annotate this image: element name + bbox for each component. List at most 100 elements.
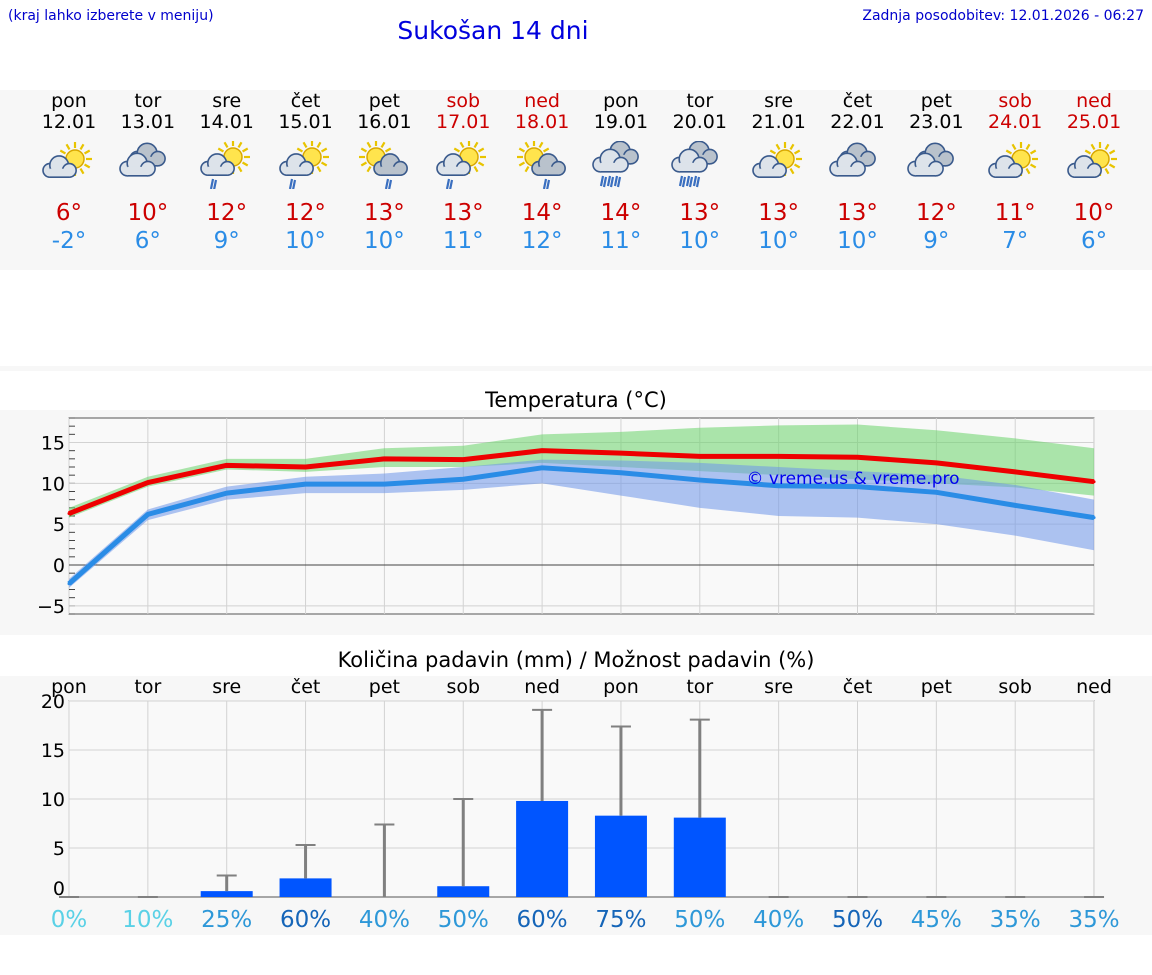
precipitation-probability: 45% [911,907,962,933]
data-point [1092,480,1096,484]
raindrop [291,179,296,189]
sun-ray [789,143,795,151]
max-temperature: 13° [679,200,721,226]
y-tick-label: 5 [53,514,65,536]
day-date: 16.01 [357,111,412,133]
raindrop [385,178,390,189]
max-temperature: 13° [758,200,800,226]
max-temperature: 13° [442,200,484,226]
max-temperature: 11° [994,200,1036,226]
sun-ray [223,141,229,149]
max-temperature-line [68,448,1095,516]
raindrop [606,175,612,187]
day-date: 24.01 [987,111,1043,133]
sun-ray [361,147,368,153]
sun-ray [1025,143,1031,151]
y-tick-label: 15 [41,740,65,762]
sun-ray [1090,143,1096,151]
precipitation-probability: 35% [990,907,1041,933]
day-date: 17.01 [436,111,491,133]
day-forecast: ned 25.01 10° 6° [1054,90,1134,255]
day-label: sob [998,676,1032,698]
sun-ray [789,167,795,175]
sun-ray [79,143,85,151]
min-temperature: -2° [51,228,87,254]
precipitation-chart-title: Količina padavin (mm) / Možnost padavin … [337,648,815,672]
day-forecast: sob 17.01 13° 11° [423,90,503,255]
data-point [225,491,229,495]
day-name: pet [920,90,952,112]
raindrop [695,176,700,188]
data-point [382,482,386,486]
precipitation-bar [516,800,569,897]
sun-ray [302,141,307,149]
min-temperature: 9° [923,228,950,254]
sun-ray [1030,163,1037,169]
raindrop [288,178,293,189]
cloud [278,153,314,177]
raindrop [209,178,214,189]
sun-ray [59,149,67,155]
heavy-rain-icon [592,141,639,188]
y-tick-label: −5 [37,596,65,618]
temperature-chart-title: Temperatura (°C) [485,388,667,412]
day-name: ned [524,90,560,112]
data-point [461,458,465,462]
raindrop [546,179,551,189]
day-label: tor [134,676,161,698]
raindrop [609,176,615,188]
day-forecast: sre 14.01 12° 9° [187,90,267,255]
precipitation-bar [594,815,647,897]
data-point [1092,516,1096,520]
y-tick-label: 5 [53,838,65,860]
partly-cloudy-icon [988,142,1039,179]
raindrop [599,175,605,187]
data-point [382,457,386,461]
max-temperature: 10° [1073,200,1115,226]
raindrop [681,176,686,188]
cloudy-icon [119,142,166,177]
data-point [146,512,150,516]
day-date: 18.01 [514,111,570,133]
day-forecast: tor 13.01 10° 6° [108,90,188,255]
sun-ray [1030,149,1037,155]
raindrop [388,179,393,189]
precipitation-probability: 35% [1068,907,1119,933]
cloud [373,153,409,177]
temperature-chart: −5 0 5 10 15 © vreme.us & vreme.pro [37,417,1096,618]
precipitation-chart: pon tor sre čet pet sob ned pon tor sre čet pet sob n… [41,676,1120,933]
data-point [1013,470,1017,474]
data-point [698,478,702,482]
day-label: pon [51,676,87,698]
sun-ray [1109,149,1116,155]
watermark: © vreme.us & vreme.pro [746,469,959,489]
day-forecast: pon 12.01 6° -2° [29,90,109,255]
day-date: 15.01 [278,111,333,133]
sun-ray [1109,163,1116,169]
heavy-rain-icon [670,141,718,188]
day-date: 13.01 [120,111,176,133]
day-forecast: pet 16.01 13° 10° [344,90,424,255]
max-temperature: 12° [206,200,248,226]
sun-ray [793,163,800,169]
day-label: čet [291,676,321,698]
day-name: sob [446,90,481,112]
sun-ray [237,165,243,173]
data-point [934,461,938,465]
day-name: čet [842,90,873,112]
day-date: 21.01 [751,111,806,133]
day-name: čet [290,90,321,112]
precipitation-probability: 25% [201,907,252,933]
day-forecast: ned 18.01 14° 12° [502,90,582,255]
precipitation-probability: 50% [832,907,883,933]
cloud [531,153,567,177]
divider [0,366,1152,371]
data-point [304,482,308,486]
raindrop [678,175,683,187]
sun-rain-icon [278,141,329,189]
cloud [592,148,629,173]
min-temperature: 9° [213,228,240,254]
page-title: Sukošan 14 dni [397,16,589,45]
sun-ray [1005,149,1013,155]
raindrop [616,176,622,188]
